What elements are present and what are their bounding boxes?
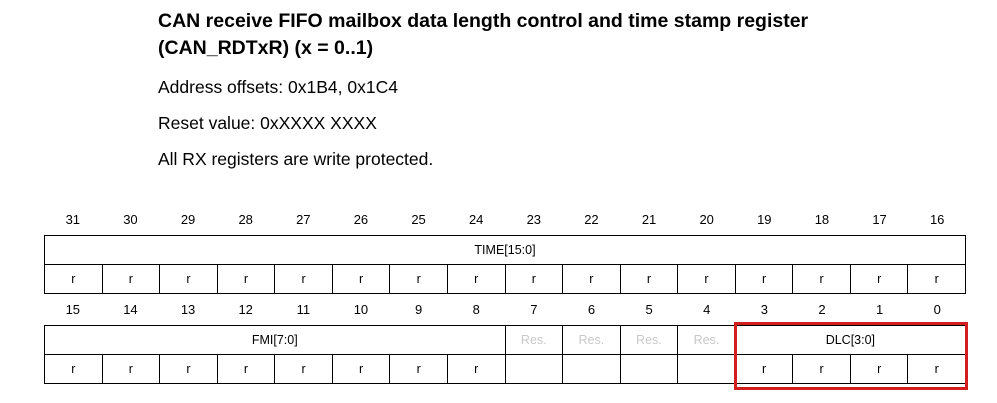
access-cell: r bbox=[907, 264, 966, 294]
register-title-line2: (CAN_RDTxR) (x = 0..1) bbox=[158, 37, 374, 59]
field-time: TIME[15:0] bbox=[44, 235, 966, 265]
field-fmi: FMI[7:0] bbox=[44, 325, 506, 355]
bit-number: 27 bbox=[296, 212, 311, 227]
access-cell-reserved bbox=[619, 354, 679, 384]
bit-numbers-upper: 31 30 29 28 27 26 25 24 23 22 21 20 19 1… bbox=[44, 212, 966, 227]
access-cell: r bbox=[44, 354, 103, 384]
access-cell: r bbox=[389, 264, 448, 294]
write-protect-note: All RX registers are write protected. bbox=[158, 149, 434, 169]
bit-number: 16 bbox=[929, 212, 945, 227]
access-cell: r bbox=[446, 354, 506, 384]
bit-number: 1 bbox=[875, 302, 884, 317]
bit-number: 15 bbox=[65, 302, 81, 317]
bit-number: 23 bbox=[526, 212, 542, 227]
bit-number: 21 bbox=[641, 212, 657, 227]
access-cell: r bbox=[216, 264, 276, 294]
bit-number: 4 bbox=[703, 302, 711, 317]
access-row-lower: r r r r r r r r r r r r bbox=[44, 354, 966, 384]
field-reserved: Res. bbox=[504, 325, 564, 355]
access-cell: r bbox=[792, 264, 851, 294]
access-cell: r bbox=[101, 354, 161, 384]
address-offsets: Address offsets: 0x1B4, 0x1C4 bbox=[158, 77, 398, 97]
bit-number: 8 bbox=[472, 302, 480, 317]
bit-number: 22 bbox=[584, 212, 599, 227]
bit-number: 12 bbox=[238, 302, 253, 317]
bit-number: 25 bbox=[411, 212, 426, 227]
bit-number: 2 bbox=[818, 302, 826, 317]
register-title-line1: CAN receive FIFO mailbox data length con… bbox=[158, 10, 809, 32]
bit-number: 7 bbox=[530, 302, 538, 317]
bit-number: 3 bbox=[760, 302, 768, 317]
access-cell-reserved bbox=[562, 354, 621, 384]
access-cell-reserved bbox=[504, 354, 564, 384]
access-cell: r bbox=[849, 354, 909, 384]
access-cell: r bbox=[677, 264, 736, 294]
field-reserved: Res. bbox=[562, 325, 621, 355]
bit-number: 13 bbox=[180, 302, 196, 317]
register-title: CAN receive FIFO mailbox data length con… bbox=[158, 8, 958, 62]
access-cell-reserved bbox=[677, 354, 736, 384]
access-cell: r bbox=[907, 354, 966, 384]
bit-number: 20 bbox=[699, 212, 714, 227]
register-table-lower: FMI[7:0] Res. Res. Res. Res. DLC[3:0] r … bbox=[44, 325, 967, 384]
field-dlc: DLC[3:0] bbox=[734, 325, 967, 355]
bit-number: 18 bbox=[814, 212, 830, 227]
bit-number: 11 bbox=[296, 302, 311, 317]
access-cell: r bbox=[274, 264, 333, 294]
access-cell: r bbox=[734, 264, 794, 294]
access-cell: r bbox=[734, 354, 794, 384]
access-cell: r bbox=[274, 354, 333, 384]
bit-number: 5 bbox=[645, 302, 653, 317]
access-cell: r bbox=[562, 264, 621, 294]
access-cell: r bbox=[446, 264, 506, 294]
access-cell: r bbox=[331, 354, 391, 384]
access-row-upper: r r r r r r r r r r r r r r r r bbox=[44, 264, 966, 294]
bit-number: 30 bbox=[123, 212, 138, 227]
access-cell: r bbox=[504, 264, 564, 294]
access-cell: r bbox=[159, 354, 218, 384]
bit-number: 14 bbox=[123, 302, 138, 317]
bit-number: 31 bbox=[65, 212, 81, 227]
access-cell: r bbox=[792, 354, 851, 384]
field-reserved: Res. bbox=[677, 325, 736, 355]
bit-number: 29 bbox=[180, 212, 196, 227]
reset-value: Reset value: 0xXXXX XXXX bbox=[158, 113, 377, 133]
field-reserved: Res. bbox=[619, 325, 679, 355]
access-cell: r bbox=[849, 264, 909, 294]
field-row-lower: FMI[7:0] Res. Res. Res. Res. DLC[3:0] bbox=[44, 325, 967, 355]
bit-number: 6 bbox=[587, 302, 596, 317]
bit-number: 28 bbox=[238, 212, 253, 227]
bit-number: 17 bbox=[872, 212, 887, 227]
bit-number: 26 bbox=[353, 212, 369, 227]
field-row-upper: TIME[15:0] bbox=[44, 235, 966, 265]
bit-number: 24 bbox=[468, 212, 484, 227]
bit-number: 19 bbox=[757, 212, 772, 227]
bit-numbers-lower: 15 14 13 12 11 10 9 8 7 6 5 4 3 2 1 0 bbox=[44, 302, 966, 317]
access-cell: r bbox=[331, 264, 391, 294]
access-cell: r bbox=[389, 354, 448, 384]
bit-number: 10 bbox=[353, 302, 369, 317]
bit-number: 9 bbox=[414, 302, 423, 317]
access-cell: r bbox=[101, 264, 161, 294]
bit-number: 0 bbox=[933, 302, 941, 317]
register-table-upper: TIME[15:0] r r r r r r r r r r r r r r r… bbox=[44, 235, 966, 294]
access-cell: r bbox=[159, 264, 218, 294]
access-cell: r bbox=[216, 354, 276, 384]
access-cell: r bbox=[619, 264, 679, 294]
access-cell: r bbox=[44, 264, 103, 294]
